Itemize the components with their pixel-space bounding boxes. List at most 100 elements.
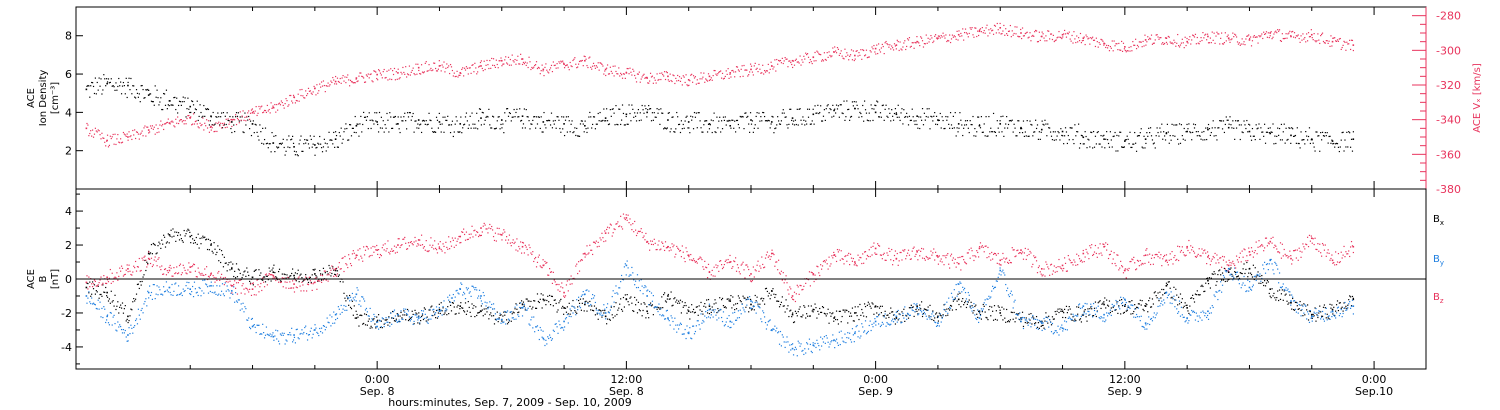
by-series-sample: [178, 293, 181, 296]
by-series-sample: [318, 334, 320, 337]
velocity-series-sample: [123, 133, 125, 135]
density-series-sample: [1124, 139, 1126, 141]
bx-series-sample: [572, 299, 574, 302]
by-series-sample: [142, 312, 144, 314]
density-series-sample: [540, 116, 542, 118]
bx-series-sample: [839, 310, 841, 312]
bx-series-point: [584, 303, 586, 306]
velocity-series-sample: [1281, 33, 1283, 35]
density-series-sample: [451, 120, 454, 122]
bx-series-sample: [1275, 299, 1277, 301]
bx-series-sample: [1043, 327, 1045, 329]
velocity-series-sample: [805, 52, 807, 54]
velocity-series-sample: [1030, 40, 1032, 42]
bx-series-sample: [1050, 324, 1053, 326]
velocity-series-sample: [1275, 30, 1277, 32]
bx-series-sample: [888, 316, 890, 319]
density-series-sample: [105, 85, 107, 87]
velocity-series-sample: [679, 80, 682, 82]
velocity-series-sample: [446, 63, 448, 65]
bx-series-sample: [1220, 274, 1222, 276]
velocity-series-sample: [641, 76, 643, 78]
bx-series-sample: [662, 307, 664, 309]
velocity-series-sample: [132, 129, 134, 132]
density-series-sample: [267, 147, 269, 149]
bx-series-sample: [479, 310, 482, 312]
velocity-series-sample: [301, 88, 303, 91]
by-series-sample: [98, 308, 100, 310]
velocity-series-sample: [601, 63, 603, 66]
velocity-series-sample: [1350, 39, 1353, 41]
bx-series-sample: [151, 253, 154, 255]
bx-series-sample: [186, 230, 188, 232]
bx-series-sample: [589, 300, 591, 303]
velocity-series-sample: [894, 45, 897, 47]
bx-series-sample: [155, 253, 157, 255]
bx-series-sample: [1308, 310, 1311, 312]
bx-series-sample: [841, 315, 843, 318]
bx-series-sample: [539, 298, 541, 300]
velocity-series-sample: [172, 121, 174, 123]
by-series-sample: [450, 297, 453, 299]
velocity-series-sample: [920, 37, 923, 39]
bx-series-sample: [173, 235, 175, 237]
density-series-sample: [473, 127, 475, 129]
bx-series-sample: [131, 309, 133, 311]
density-series-sample: [1254, 138, 1256, 141]
bx-series-sample: [1314, 307, 1316, 309]
by-series-sample: [629, 274, 631, 276]
bx-series-sample: [792, 321, 795, 324]
velocity-series-sample: [1245, 38, 1247, 40]
velocity-series-sample: [878, 49, 881, 51]
bx-series-sample: [714, 299, 716, 301]
by-series-sample: [514, 306, 516, 308]
bx-series-sample: [234, 270, 236, 272]
velocity-series-sample: [724, 75, 726, 78]
density-series-sample: [1027, 135, 1029, 137]
velocity-series-sample: [754, 62, 756, 64]
velocity-series-sample: [460, 72, 462, 75]
by-series-sample: [554, 323, 556, 325]
by-series-sample: [277, 330, 279, 332]
by-series-sample: [630, 274, 632, 276]
bx-series-sample: [1111, 310, 1113, 313]
bx-series-sample: [1317, 316, 1319, 319]
bx-series-sample: [918, 309, 920, 311]
bx-series-sample: [274, 272, 276, 274]
density-series-sample: [461, 132, 463, 134]
density-series-sample: [569, 131, 571, 133]
density-series-sample: [1000, 115, 1002, 118]
bx-series-sample: [776, 300, 778, 302]
bx-series-sample: [963, 304, 965, 306]
by-series-sample: [492, 308, 494, 310]
velocity-series-sample: [675, 77, 677, 80]
bx-series-sample: [1084, 309, 1086, 311]
density-series-sample: [710, 119, 712, 121]
bx-series-sample: [963, 302, 966, 304]
velocity-series-sample: [168, 122, 170, 124]
by-series-sample: [498, 318, 500, 320]
by-series-point: [272, 335, 275, 338]
bx-series-sample: [92, 288, 95, 290]
density-series-sample: [944, 127, 946, 130]
by-series-sample: [449, 294, 451, 296]
density-series-sample: [1101, 146, 1103, 148]
by-series-sample: [153, 284, 155, 286]
velocity-series-sample: [551, 70, 554, 73]
by-series-sample: [314, 324, 316, 326]
density-series-sample: [322, 146, 325, 148]
velocity-series-sample: [899, 41, 901, 43]
velocity-series-sample: [1130, 46, 1132, 48]
by-series-sample: [395, 320, 397, 322]
density-series-sample: [685, 116, 687, 118]
density-series-sample: [676, 111, 678, 114]
bx-series-sample: [1098, 301, 1100, 303]
density-series-sample: [834, 108, 836, 110]
density-series-sample: [618, 108, 620, 110]
bx-series-sample: [1182, 307, 1184, 309]
bx-series-sample: [1119, 299, 1121, 301]
density-series-sample: [806, 123, 808, 125]
density-series-sample: [908, 115, 911, 117]
density-series-sample: [1053, 139, 1055, 141]
